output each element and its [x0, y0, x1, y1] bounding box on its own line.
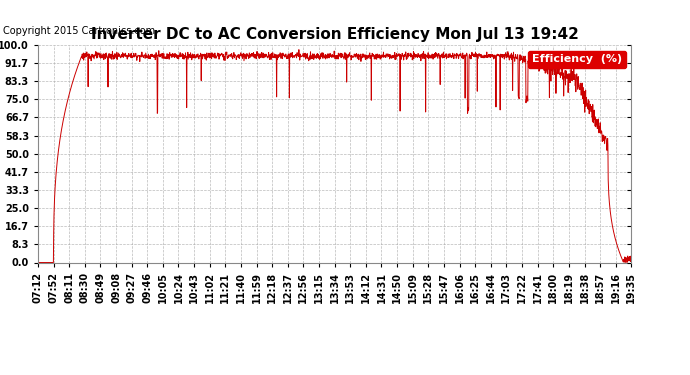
Text: Copyright 2015 Cartronics.com: Copyright 2015 Cartronics.com [3, 26, 155, 36]
Title: Inverter DC to AC Conversion Efficiency Mon Jul 13 19:42: Inverter DC to AC Conversion Efficiency … [90, 27, 579, 42]
Legend: Efficiency  (%): Efficiency (%) [528, 51, 626, 68]
